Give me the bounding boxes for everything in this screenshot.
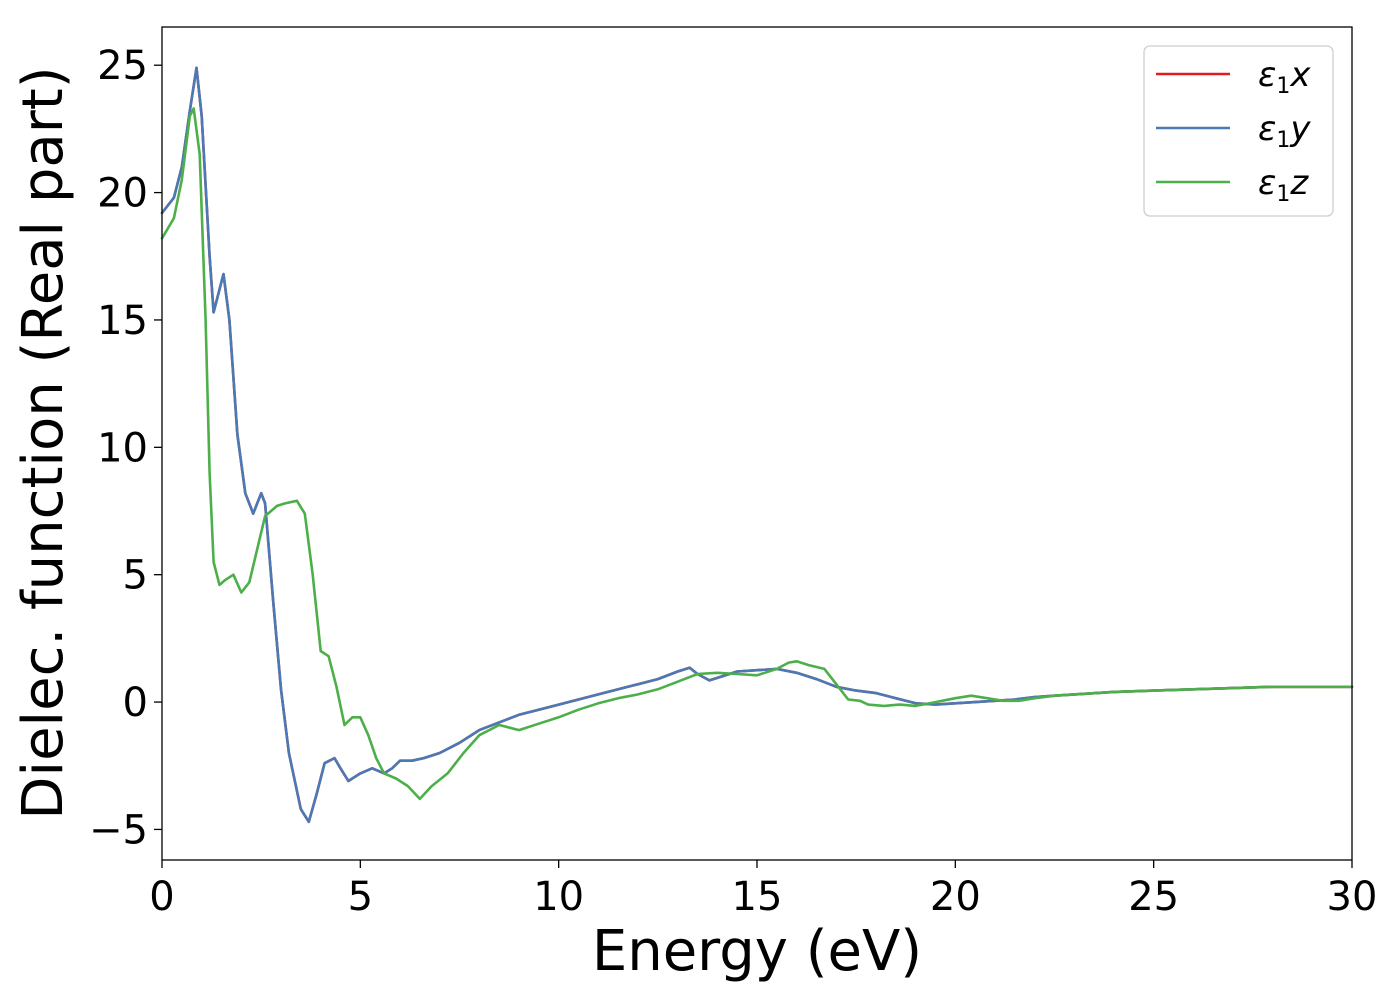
x-tick-label: 25 — [1128, 874, 1179, 920]
y-tick-label: 20 — [97, 171, 148, 217]
x-tick-label: 10 — [533, 874, 584, 920]
y-tick-label: 5 — [123, 553, 148, 599]
y-tick-label: 15 — [97, 298, 148, 344]
y-tick-label: 25 — [97, 43, 148, 89]
legend: ε1x ε1y ε1z — [1143, 45, 1334, 217]
series-line-y — [160, 66, 1354, 824]
x-tick-label: 0 — [149, 874, 174, 920]
x-tick-label: 30 — [1327, 874, 1378, 920]
x-axis-ticks: 0 5 10 15 20 25 30 — [149, 860, 1377, 920]
legend-box — [1143, 45, 1334, 217]
x-tick-label: 20 — [930, 874, 981, 920]
x-axis-label: Energy (eV) — [592, 919, 922, 984]
series-lines — [160, 66, 1354, 824]
legend-label-y: ε1y — [1258, 109, 1311, 153]
y-axis-ticks: −5 0 5 10 15 20 25 — [89, 43, 162, 853]
y-tick-label: 0 — [123, 680, 148, 726]
x-tick-label: 15 — [732, 874, 783, 920]
y-axis-label: Dielec. function (Real part) — [11, 66, 76, 819]
y-tick-label: 10 — [97, 425, 148, 471]
legend-label-x: ε1x — [1258, 55, 1311, 99]
x-tick-label: 5 — [348, 874, 373, 920]
legend-label-z: ε1z — [1258, 163, 1309, 207]
series-line-z — [160, 107, 1354, 801]
y-tick-label: −5 — [89, 807, 148, 853]
